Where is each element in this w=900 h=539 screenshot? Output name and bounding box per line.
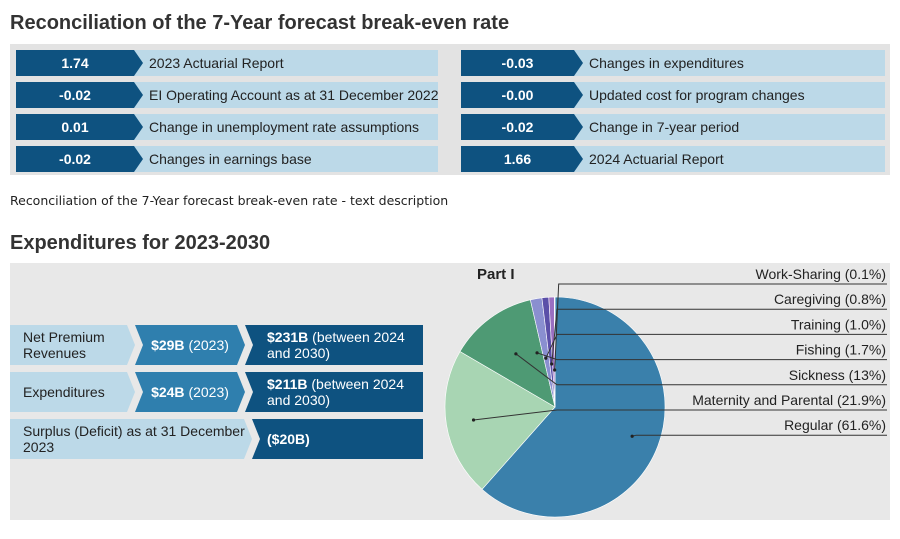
pie-leader-dot: [471, 418, 476, 422]
recon-row: 1.66 2024 Actuarial Report: [461, 146, 885, 172]
pie-leader-dot: [630, 434, 634, 438]
recon-label: Changes in earnings base: [134, 146, 438, 172]
pie-label: Training (1.0%): [791, 316, 886, 332]
row-label: Expenditures: [10, 372, 135, 412]
recon-value: 1.74: [16, 50, 134, 76]
recon-value: -0.00: [461, 82, 574, 108]
reconciliation-panel: 1.74 2023 Actuarial Report -0.02 EI Oper…: [10, 44, 890, 175]
pie-slice-regular: [481, 296, 666, 518]
pie-label: Maternity and Parental (21.9%): [692, 392, 886, 408]
chart-title: Part I: [477, 266, 515, 283]
recon-row: -0.00 Updated cost for program changes: [461, 82, 885, 108]
pie-label: Regular (61.6%): [784, 417, 886, 433]
recon-value: 1.66: [461, 146, 574, 172]
recon-label: EI Operating Account as at 31 December 2…: [134, 82, 439, 108]
amount-2023: $24B (2023): [135, 372, 245, 412]
recon-value: 0.01: [16, 114, 134, 140]
recon-label: Change in unemployment rate assumptions: [134, 114, 438, 140]
recon-value: -0.02: [16, 82, 134, 108]
page-title-expenditures: Expenditures for 2023-2030: [10, 232, 271, 254]
pie-chart: Part I Work-Sharing (0.1%) Caregiving (0.…: [444, 266, 887, 518]
pie-leader-line: [554, 283, 887, 371]
pie-slice-work-sharing: [554, 296, 556, 408]
surplus-value: ($20B): [252, 419, 423, 459]
page-title-reconciliation: Reconciliation of the 7-Year forecast br…: [10, 12, 510, 34]
recon-row: -0.02 Change in 7-year period: [461, 114, 885, 140]
row-label: Net Premium Revenues: [10, 325, 135, 365]
recon-value: -0.02: [16, 146, 134, 172]
expenditures-row: Expenditures $24B (2023) $211B (between …: [10, 372, 423, 412]
recon-row: -0.02 EI Operating Account as at 31 Dece…: [16, 82, 439, 108]
net-premium-row: Net Premium Revenues $29B (2023) $231B (…: [10, 325, 423, 365]
recon-row: -0.03 Changes in expenditures: [461, 50, 885, 76]
surplus-label: Surplus (Deficit) as at 31 December 2023: [10, 419, 252, 459]
pie-leader-line: [515, 353, 887, 386]
recon-row: 1.74 2023 Actuarial Report: [16, 50, 438, 76]
pie-leader-dot: [553, 368, 557, 372]
pie-label: Sickness (13%): [789, 367, 886, 383]
pie-leader-dot: [535, 351, 539, 355]
recon-value: -0.02: [461, 114, 574, 140]
amount-2023: $29B (2023): [135, 325, 245, 365]
amount-future: $211B (between 2024 and 2030): [245, 372, 423, 412]
recon-row: 0.01 Change in unemployment rate assumpt…: [16, 114, 438, 140]
recon-label: 2024 Actuarial Report: [574, 146, 885, 172]
pie-leader-dot: [544, 356, 548, 360]
amount-future: $231B (between 2024 and 2030): [245, 325, 423, 365]
pie-leader-line: [551, 308, 887, 365]
recon-row: -0.02 Changes in earnings base: [16, 146, 438, 172]
pie-leader-line: [632, 434, 887, 437]
pie-slice-maternity-and-parental: [444, 351, 556, 490]
pie-leader-line: [473, 409, 887, 421]
pie-label: Work-Sharing (0.1%): [756, 266, 886, 282]
recon-label: Updated cost for program changes: [574, 82, 885, 108]
recon-label: Changes in expenditures: [574, 50, 885, 76]
pie-leader-dot: [550, 362, 554, 366]
pie-label: Fishing (1.7%): [796, 342, 886, 358]
expenditures-panel: Net Premium Revenues $29B (2023) $231B (…: [10, 263, 890, 520]
pie-label: Caregiving (0.8%): [774, 291, 886, 307]
text-description-link[interactable]: Reconciliation of the 7-Year forecast br…: [10, 193, 449, 208]
recon-label: 2023 Actuarial Report: [134, 50, 438, 76]
recon-label: Change in 7-year period: [574, 114, 885, 140]
pie-slice-sickness: [459, 299, 556, 408]
pie-leader-line: [545, 333, 887, 359]
pie-leader-dot: [514, 352, 518, 356]
recon-value: -0.03: [461, 50, 574, 76]
surplus-row: Surplus (Deficit) as at 31 December 2023…: [10, 419, 423, 459]
pie-leader-line: [536, 352, 887, 361]
